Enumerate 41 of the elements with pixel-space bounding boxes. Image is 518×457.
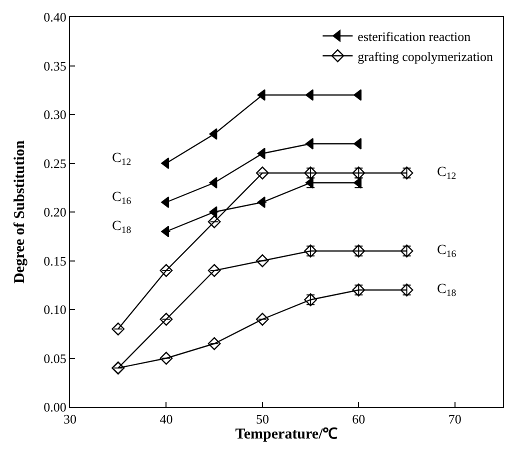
point <box>160 312 173 326</box>
x-tick-label: 50 <box>256 412 269 427</box>
annotation: C$_{12}$ <box>437 165 456 182</box>
annotation: C$_{16}$ <box>112 190 132 207</box>
annotation: C$_{16}$ <box>437 243 456 260</box>
legend-label: esterification reaction <box>358 28 472 44</box>
point <box>112 322 125 336</box>
point <box>208 264 221 277</box>
point <box>256 312 269 326</box>
x-axis-title: Temperature/℃ <box>235 426 338 443</box>
annotation: C$_{18}$ <box>437 282 456 299</box>
point <box>208 215 221 228</box>
point <box>256 254 269 268</box>
y-tick-label: 0.15 <box>44 253 66 268</box>
point <box>257 89 266 101</box>
point <box>208 337 221 350</box>
y-tick-label: 0.20 <box>44 204 66 220</box>
y-tick-label: 0.00 <box>44 400 66 415</box>
point <box>257 148 266 160</box>
annotation: C$_{12}$ <box>112 151 132 168</box>
annotation: C$_{18}$ <box>112 219 132 236</box>
point <box>160 264 173 277</box>
y-axis-title: Degree of Substitution <box>12 140 28 284</box>
y-tick-label: 0.25 <box>44 156 66 171</box>
x-tick-label: 40 <box>160 412 173 427</box>
point <box>209 128 218 140</box>
y-tick-label: 0.10 <box>44 302 66 318</box>
point <box>305 89 314 101</box>
x-tick-label: 70 <box>448 412 462 427</box>
point <box>161 226 170 238</box>
point <box>160 352 173 365</box>
legend-label: grafting copolymerization <box>358 48 494 64</box>
point <box>209 206 218 218</box>
x-tick-label: 60 <box>352 412 366 427</box>
y-tick-label: 0.35 <box>44 58 66 74</box>
point <box>354 89 362 101</box>
y-tick-label: 0.30 <box>44 107 66 122</box>
point <box>256 166 269 180</box>
y-tick-label: 0.40 <box>44 10 66 25</box>
y-tick-label: 0.05 <box>44 350 66 366</box>
x-tick-label: 30 <box>64 412 76 427</box>
